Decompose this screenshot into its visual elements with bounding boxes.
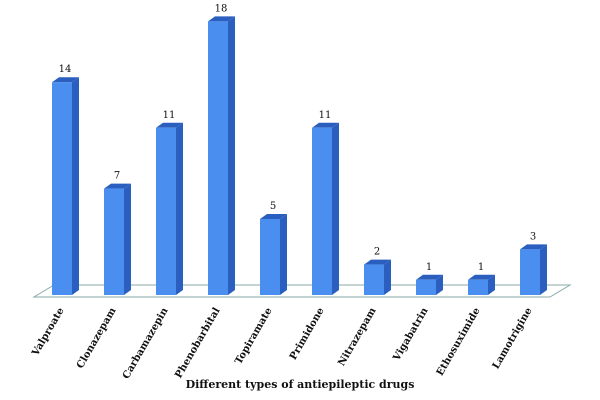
bar-side-ethosuximide	[488, 274, 495, 295]
value-label-clonazepam: 7	[114, 171, 120, 182]
bars-group	[52, 16, 547, 296]
bar-top-ethosuximide	[468, 274, 495, 280]
value-label-phenobarbital: 18	[215, 3, 228, 14]
bar-vigabatrin	[416, 279, 436, 295]
bar-side-nitrazepam	[384, 259, 391, 295]
bar-side-vigabatrin	[436, 274, 443, 295]
value-label-vigabatrin: 1	[426, 262, 432, 273]
bar-phenobarbital	[208, 21, 228, 296]
bar-primidone	[312, 127, 332, 295]
bar-top-vigabatrin	[416, 274, 443, 280]
bar-top-phenobarbital	[208, 16, 235, 22]
bar-nitrazepam	[364, 264, 384, 295]
value-label-nitrazepam: 2	[374, 247, 380, 258]
bar-side-clonazepam	[124, 183, 131, 295]
value-label-primidone: 11	[319, 110, 332, 121]
bar-side-primidone	[332, 122, 339, 295]
bar-clonazepam	[104, 188, 124, 295]
value-label-ethosuximide: 1	[478, 262, 484, 273]
bar-lamotrigine	[520, 249, 540, 295]
category-labels-group: Valproate Clonazepam Carbamazepin Phenobarb…	[30, 305, 535, 381]
category-label-primidone: Primidone	[288, 306, 327, 362]
category-label-ethosuximide: Ethosuximide	[435, 306, 483, 378]
bar-top-clonazepam	[104, 183, 131, 189]
bar-top-lamotrigine	[520, 244, 547, 250]
chart-floor	[32, 284, 572, 298]
bar-side-lamotrigine	[540, 244, 547, 295]
bar-top-topiramate	[260, 214, 287, 219]
bar-side-phenobarbital	[228, 16, 235, 296]
bar-top-carbamazepin	[156, 122, 183, 128]
bar-top-primidone	[312, 122, 339, 128]
category-label-nitrazepam: Nitrazepam	[336, 306, 378, 369]
category-label-carbamazepin: Carbamazepin	[121, 305, 171, 381]
value-label-valproate: 14	[59, 64, 72, 75]
value-label-topiramate: 5	[270, 201, 276, 212]
category-label-topiramate: Topiramate	[233, 306, 274, 367]
bar-side-valproate	[72, 77, 79, 295]
bar-side-carbamazepin	[176, 122, 183, 295]
x-axis-label: Different types of antiepileptic drugs	[185, 378, 415, 391]
bar-top-valproate	[52, 77, 79, 83]
bar-carbamazepin	[156, 127, 176, 295]
value-label-lamotrigine: 3	[530, 231, 536, 242]
bar-topiramate	[260, 219, 280, 295]
category-label-valproate: Valproate	[30, 306, 67, 359]
value-label-carbamazepin: 11	[163, 110, 176, 121]
bar-ethosuximide	[468, 279, 488, 295]
category-label-vigabatrin: Vigabatrin	[391, 305, 431, 363]
bar-side-topiramate	[280, 214, 287, 295]
category-label-clonazepam: Clonazepam	[75, 306, 119, 371]
bar-valproate	[52, 82, 72, 295]
category-label-phenobarbital: Phenobarbital	[173, 306, 222, 381]
bar-top-nitrazepam	[364, 259, 391, 265]
category-label-lamotrigine: Lamotrigine	[491, 306, 535, 371]
